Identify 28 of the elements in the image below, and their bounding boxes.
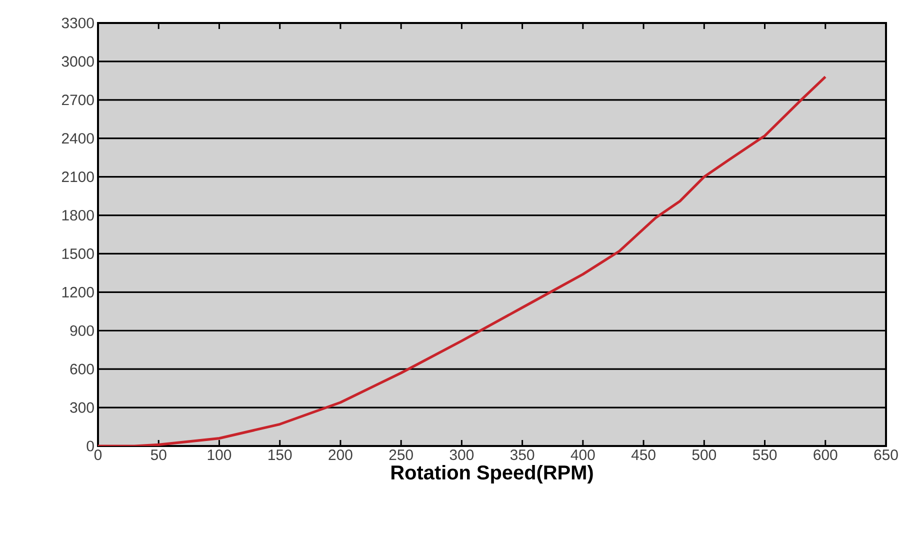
x-tick-label: 650 xyxy=(874,450,898,460)
x-tick-label: 0 xyxy=(94,450,102,460)
x-tick-label: 450 xyxy=(631,450,656,460)
x-tick-label: 400 xyxy=(570,450,595,460)
x-axis-title: Rotation Speed(RPM) xyxy=(391,464,593,484)
x-tick-label: 550 xyxy=(752,450,777,460)
y-tick-label: 2100 xyxy=(62,172,94,182)
y-tick-label: 1500 xyxy=(62,248,94,260)
x-tick-label: 100 xyxy=(208,450,232,460)
y-tick-label: 2700 xyxy=(62,94,94,106)
y-tick-label: 2400 xyxy=(62,133,94,144)
y-tick-label: 3300 xyxy=(62,18,94,28)
x-tick-label: 250 xyxy=(389,450,413,460)
x-tick-label: 200 xyxy=(328,450,352,460)
y-tick-label: 300 xyxy=(70,402,94,413)
x-tick-label: 150 xyxy=(268,450,292,460)
y-tick-label: 600 xyxy=(70,364,94,374)
x-tick-label: 600 xyxy=(814,450,838,460)
y-tick-label: 3000 xyxy=(62,56,94,67)
y-tick-label: 1200 xyxy=(62,286,94,298)
y-tick-label: 900 xyxy=(70,325,94,336)
x-tick-label: 300 xyxy=(450,450,474,460)
x-tick-label: 350 xyxy=(510,450,534,460)
x-tick-label: 500 xyxy=(692,450,716,460)
line-series xyxy=(98,76,827,446)
x-tick-label: 50 xyxy=(150,450,166,460)
y-tick-label: 0 xyxy=(86,440,94,452)
y-tick-label: 1800 xyxy=(62,210,94,221)
